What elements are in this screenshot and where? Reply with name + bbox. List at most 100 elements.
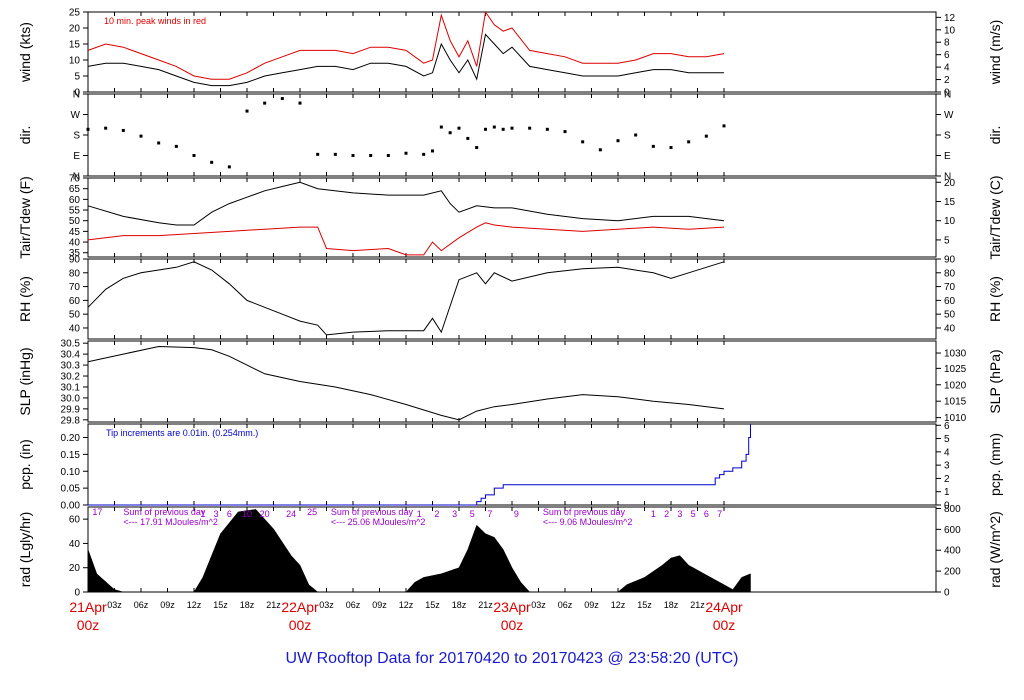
page-title: UW Rooftop Data for 20170420 to 20170423… (285, 650, 739, 667)
direction-point (280, 97, 284, 101)
radiation-hour-number: 1 (417, 509, 422, 519)
radiation-day-label: <--- 17.91 MJoules/m^2 (123, 517, 218, 527)
direction-point (422, 152, 426, 156)
radiation-day-label: <--- 9.06 MJoules/m^2 (543, 517, 633, 527)
y-tick-label-right: 5 (944, 235, 950, 246)
y-tick-label: 60 (69, 195, 81, 206)
series-line-1 (87, 10, 725, 80)
direction-point (174, 144, 178, 148)
y-tick-label: 10 (69, 56, 81, 67)
radiation-day-label: Sum of previous day (331, 507, 414, 517)
y-tick-label-right: 1020 (944, 380, 967, 391)
radiation-hour-number: 3 (214, 509, 219, 519)
direction-point (466, 136, 470, 140)
direction-point (369, 154, 373, 157)
y-tick-label-right: 8 (944, 38, 950, 49)
y-tick-label: 20 (69, 24, 81, 35)
y-tick-label-right: 10 (944, 25, 956, 36)
direction-point (704, 134, 708, 138)
direction-point (431, 149, 434, 153)
x-tick-label: 21z (690, 600, 705, 610)
y-tick-label: 0 (74, 588, 80, 599)
panel-frame (87, 177, 937, 258)
panel-frame (87, 340, 937, 423)
panel-dir: dir. dir.N NE ES SW WN N (17, 90, 1003, 183)
y-tick-label-right: 50 (944, 310, 956, 321)
direction-point (298, 101, 302, 105)
direction-point (157, 141, 161, 145)
direction-point (316, 152, 320, 156)
radiation-hour-number: 5 (691, 509, 696, 519)
y-tick-label-right: N (944, 172, 951, 183)
radiation-hour-number: 1 (651, 509, 656, 519)
panel-pcp: pcp. (in) pcp. (mm) 0.00 0.05 0.10 0.15 0.20 0 1… (17, 421, 1003, 512)
y-axis-label: pcp. (in) (17, 439, 33, 490)
y-tick-label: 60 (69, 515, 81, 526)
direction-point (581, 140, 585, 144)
x-tick-label: 03z (107, 600, 122, 610)
x-tick-label: 15z (637, 600, 652, 610)
x-tick-label: 12z (611, 600, 626, 610)
radiation-hour-number: 7 (717, 509, 722, 519)
radiation-day-label: 17 (92, 507, 102, 517)
y-tick-label: 5 (74, 72, 80, 83)
y-tick-label-right: W (944, 110, 954, 121)
series-line-1 (87, 222, 725, 256)
x-tick-label: 15z (213, 600, 228, 610)
y-tick-label-right: 80 (944, 268, 956, 279)
x-tick-label: 09z (372, 600, 387, 610)
x-major-sublabel: 00z (289, 617, 312, 633)
y-tick-label: S (73, 131, 80, 142)
y-axis-label: RH (%) (17, 276, 33, 322)
panel-rad: rad (Lgly/hr) rad (W/m^2)0204060020040060… (17, 504, 1003, 599)
direction-point (616, 139, 620, 143)
direction-point (484, 127, 487, 131)
direction-point (333, 152, 337, 156)
direction-point (545, 127, 549, 131)
direction-point (722, 124, 726, 128)
y-axis-label-right: pcp. (mm) (987, 433, 1003, 496)
panel-temp: Tair/Tdew (F) Tair/Tdew (C) 35404550556065… (17, 174, 1003, 260)
y-tick-label-right: 400 (944, 546, 961, 557)
y-tick-label-right: 60 (944, 296, 956, 307)
y-tick-label: 25 (69, 8, 81, 19)
direction-point (104, 126, 108, 130)
x-tick-label: 03z (531, 600, 546, 610)
radiation-day-label: <--- 25.06 MJoules/m^2 (331, 517, 426, 527)
direction-point (501, 127, 505, 131)
y-tick-label: 15 (69, 40, 81, 51)
direction-point (563, 130, 567, 134)
y-axis-label: SLP (inHg) (17, 347, 33, 415)
direction-point (651, 144, 655, 148)
y-tick-label: 80 (69, 268, 81, 279)
y-tick-label: 30.4 (61, 350, 81, 361)
x-tick-label: 18z (664, 600, 679, 610)
y-tick-label: 60 (69, 296, 81, 307)
y-axis-label-right: rad (W/m^2) (987, 511, 1003, 588)
y-tick-label-right: 6 (944, 50, 950, 61)
y-tick-label-right: 1015 (944, 397, 967, 408)
radiation-hour-number: 24 (286, 509, 296, 519)
radiation-hour-number: 1 (200, 509, 205, 519)
y-tick-label: 70 (69, 174, 81, 185)
y-axis-label-right: Tair/Tdew (C) (987, 175, 1003, 259)
y-axis-label: wind (kts) (17, 22, 33, 83)
x-tick-label: 21z (266, 600, 281, 610)
radiation-hour-number: 2 (664, 509, 669, 519)
x-tick-label: 21z (478, 600, 493, 610)
x-major-label: 21Apr (69, 599, 107, 615)
x-tick-label: 03z (319, 600, 334, 610)
series-line-0 (87, 345, 725, 421)
direction-point (510, 126, 514, 130)
y-tick-label-right: 70 (944, 282, 956, 293)
y-tick-label: 55 (69, 206, 81, 217)
y-tick-label-right: 6 (944, 421, 950, 432)
x-tick-label: 06z (134, 600, 149, 610)
y-tick-label: 30.3 (61, 361, 81, 372)
y-tick-label-right: 2 (944, 474, 950, 485)
y-tick-label: 20 (69, 563, 81, 574)
direction-point (457, 126, 461, 130)
panel-slp: SLP (inHg) SLP (hPa)29.829.930.030.130.23… (17, 339, 1003, 427)
series-line-0 (87, 33, 724, 87)
y-tick-label-right: 10 (944, 216, 956, 227)
